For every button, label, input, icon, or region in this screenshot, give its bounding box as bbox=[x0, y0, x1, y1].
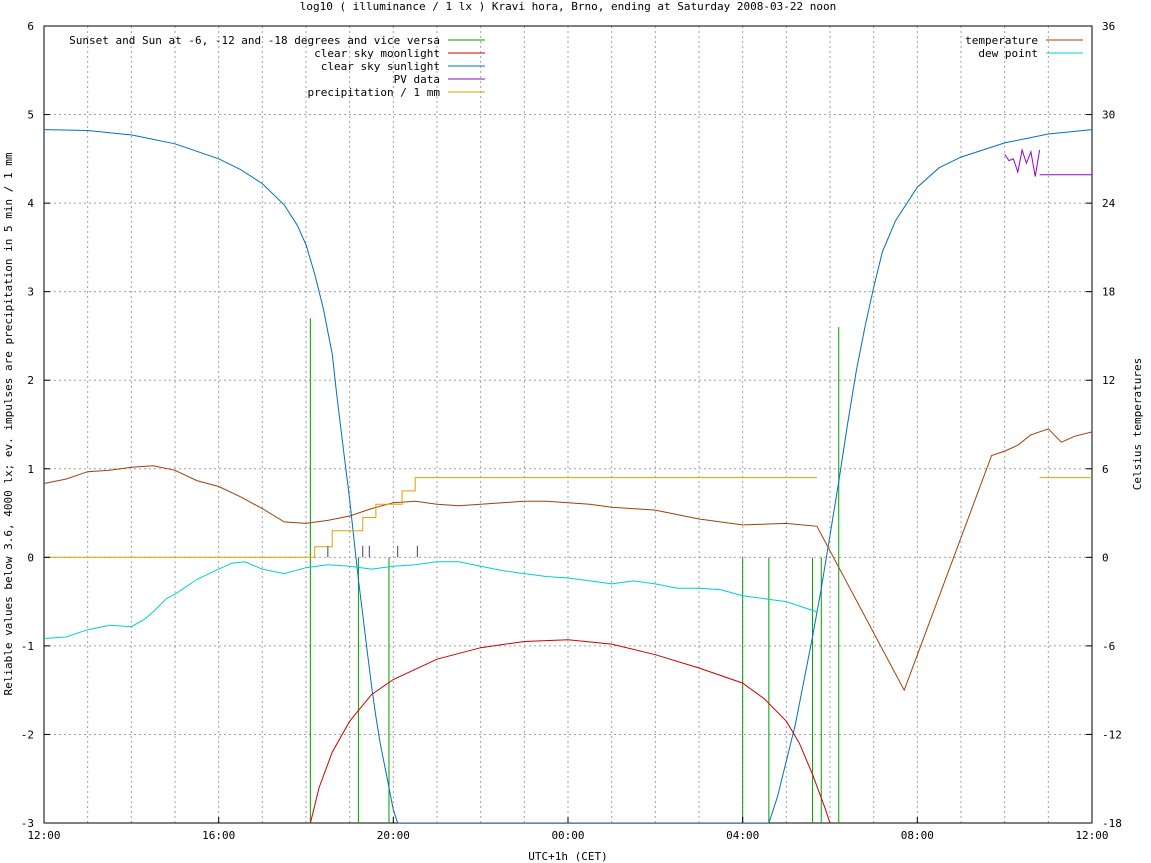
legend-label: clear sky moonlight bbox=[314, 47, 440, 60]
series-line bbox=[309, 639, 831, 823]
y-tick-label: 6 bbox=[27, 20, 34, 33]
legend-label: PV data bbox=[394, 73, 440, 86]
y2-axis-label: Celsius temperatures bbox=[1131, 358, 1144, 490]
y2-tick-label: 0 bbox=[1102, 551, 1109, 564]
y-tick-label: 4 bbox=[27, 197, 34, 210]
y-tick-label: 1 bbox=[27, 463, 34, 476]
series-line bbox=[44, 428, 1092, 692]
x-tick-label: 04:00 bbox=[726, 829, 759, 842]
legend-label: Sunset and Sun at -6, -12 and -18 degree… bbox=[69, 34, 440, 47]
legend-label: temperature bbox=[965, 34, 1038, 47]
grid bbox=[44, 26, 1092, 823]
y-tick-label: -2 bbox=[21, 728, 34, 741]
tick-layer: 12:00 16:00 20:00 00:00 04:00 08:00 12:00-3-2-… bbox=[21, 20, 1122, 842]
series-line bbox=[44, 129, 1092, 823]
y2-tick-label: 30 bbox=[1102, 109, 1115, 122]
legend-label: clear sky sunlight bbox=[321, 60, 440, 73]
x-tick-label: 20:00 bbox=[377, 829, 410, 842]
series-layer bbox=[44, 129, 1092, 823]
y2-tick-label: -6 bbox=[1102, 640, 1115, 653]
y-tick-label: -3 bbox=[21, 817, 34, 830]
chart-title: log10 ( illuminance / 1 lx ) Kravi hora,… bbox=[300, 0, 836, 13]
y-tick-label: 0 bbox=[27, 551, 34, 564]
series-line bbox=[1004, 148, 1041, 177]
y-tick-label: -1 bbox=[21, 640, 34, 653]
y2-tick-label: 18 bbox=[1102, 286, 1115, 299]
y2-tick-label: 36 bbox=[1102, 20, 1115, 33]
y-tick-label: 5 bbox=[27, 109, 34, 122]
x-tick-label: 00:00 bbox=[551, 829, 584, 842]
y-axis-label: Reliable values below 3.6, 4000 lx; ev. … bbox=[2, 152, 15, 695]
series-line bbox=[44, 477, 817, 558]
y-tick-label: 3 bbox=[27, 286, 34, 299]
y2-tick-label: 24 bbox=[1102, 197, 1116, 210]
legend: Sunset and Sun at -6, -12 and -18 degree… bbox=[69, 34, 1083, 99]
y2-tick-label: -18 bbox=[1102, 817, 1122, 830]
y2-tick-label: 12 bbox=[1102, 374, 1115, 387]
y2-tick-label: -12 bbox=[1102, 728, 1122, 741]
x-tick-label: 08:00 bbox=[901, 829, 934, 842]
y-tick-label: 2 bbox=[27, 374, 34, 387]
series-line bbox=[44, 561, 818, 639]
x-tick-label: 12:00 bbox=[27, 829, 60, 842]
x-axis-label: UTC+1h (CET) bbox=[528, 850, 607, 863]
legend-label: dew point bbox=[978, 47, 1038, 60]
y2-tick-label: 6 bbox=[1102, 463, 1109, 476]
x-tick-label: 12:00 bbox=[1075, 829, 1108, 842]
legend-label: precipitation / 1 mm bbox=[308, 86, 441, 99]
x-tick-label: 16:00 bbox=[202, 829, 235, 842]
plot-border bbox=[43, 25, 1093, 824]
